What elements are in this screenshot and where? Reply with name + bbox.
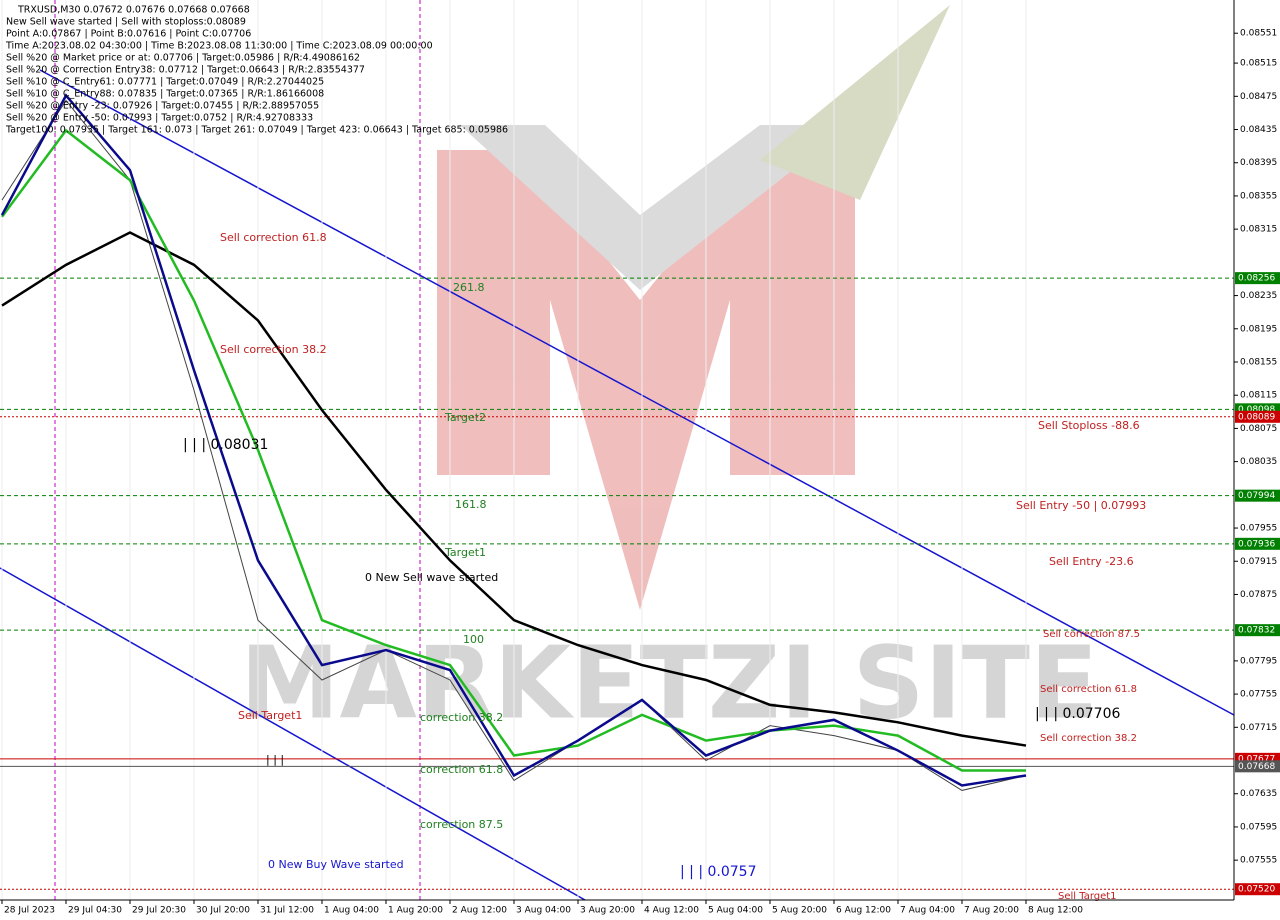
x-tick-label: 28 Jul 2023 xyxy=(4,906,55,916)
annotation: Sell Entry -50 | 0.07993 xyxy=(1016,499,1146,512)
x-tick-label: 2 Aug 12:00 xyxy=(452,906,507,916)
y-tick-label: 0.08035 xyxy=(1240,457,1277,467)
x-tick-label: 1 Aug 20:00 xyxy=(388,906,443,916)
info-line: Sell %10 @ C_Entry61: 0.07771 | Target:0… xyxy=(6,77,324,88)
annotation: Sell correction 38.2 xyxy=(220,343,327,356)
y-tick-label: 0.08315 xyxy=(1240,225,1277,235)
info-panel: TRXUSD,M30 0.07672 0.07676 0.07668 0.076… xyxy=(5,5,508,136)
x-tick-label: 6 Aug 12:00 xyxy=(836,906,891,916)
y-tick-label: 0.08235 xyxy=(1240,291,1277,301)
annotation: Sell correction 61.8 xyxy=(220,231,327,244)
level-price-box xyxy=(1235,410,1280,423)
x-tick-label: 5 Aug 04:00 xyxy=(708,906,763,916)
y-tick-label: 0.07795 xyxy=(1240,656,1277,666)
y-tick-label: 0.07715 xyxy=(1240,723,1277,733)
channel-line xyxy=(39,69,1235,716)
level-price-label: 0.07994 xyxy=(1238,491,1275,501)
plot xyxy=(0,0,1234,900)
y-tick-label: 0.07755 xyxy=(1240,690,1277,700)
level-price-label: 0.08089 xyxy=(1238,412,1275,422)
level-price-box xyxy=(1235,537,1280,550)
x-tick-label: 30 Jul 20:00 xyxy=(196,906,250,916)
x-tick-label: 8 Aug 12:00 xyxy=(1028,906,1083,916)
level-price-label: 0.07668 xyxy=(1238,762,1275,772)
info-line: Time A:2023.08.02 04:30:00 | Time B:2023… xyxy=(5,41,433,52)
y-tick-label: 0.07595 xyxy=(1240,822,1277,832)
annotation: correction 61.8 xyxy=(420,763,503,776)
annotation: | | | 0.07706 xyxy=(1035,706,1120,722)
annotation: 261.8 xyxy=(453,281,485,294)
level-price-box xyxy=(1235,624,1280,637)
level-price-label: 0.07832 xyxy=(1238,626,1275,636)
annotation: | | | 0.0757 xyxy=(680,864,757,880)
x-tick-label: 4 Aug 12:00 xyxy=(644,906,699,916)
annotation: 0 New Buy Wave started xyxy=(268,858,404,871)
annotation: Target2 xyxy=(444,411,486,424)
info-line: Sell %20 @ Entry -23: 0.07926 | Target:0… xyxy=(6,101,319,112)
info-line: Point A:0.07867 | Point B:0.07616 | Poin… xyxy=(6,29,251,40)
x-tick-label: 3 Aug 20:00 xyxy=(580,906,635,916)
level-price-box xyxy=(1235,760,1280,773)
annotation: Sell Target1 xyxy=(1058,891,1117,902)
moving-average xyxy=(1,231,1027,747)
moving-average xyxy=(0,93,1027,787)
annotation: | | | 0.08031 xyxy=(183,437,268,453)
x-tick-label: 31 Jul 12:00 xyxy=(260,906,314,916)
y-tick-label: 0.07875 xyxy=(1240,590,1277,600)
annotation: Sell correction 61.8 xyxy=(1040,684,1137,695)
y-tick-label: 0.08395 xyxy=(1240,158,1277,168)
info-line: Target100: 0.07935 | Target 161: 0.073 |… xyxy=(5,125,508,136)
y-tick-label: 0.08155 xyxy=(1240,357,1277,367)
y-tick-label: 0.08515 xyxy=(1240,59,1277,69)
x-tick-label: 7 Aug 20:00 xyxy=(964,906,1019,916)
annotation: correction 38.2 xyxy=(420,711,503,724)
info-line: Sell %10 @ C_Entry88: 0.07835 | Target:0… xyxy=(6,89,324,100)
level-price-box xyxy=(1235,883,1280,896)
y-tick-label: 0.08075 xyxy=(1240,424,1277,434)
y-tick-label: 0.08115 xyxy=(1240,391,1277,401)
y-tick-label: 0.08355 xyxy=(1240,191,1277,201)
y-tick-label: 0.07635 xyxy=(1240,789,1277,799)
price-line xyxy=(1,99,1027,791)
annotation: 100 xyxy=(463,633,484,646)
channel-line xyxy=(0,567,586,901)
info-line: New Sell wave started | Sell with stoplo… xyxy=(6,17,246,28)
annotation: | | | xyxy=(266,753,284,766)
x-tick-label: 1 Aug 04:00 xyxy=(324,906,379,916)
y-tick-label: 0.08435 xyxy=(1240,125,1277,135)
annotation: Sell Target1 xyxy=(238,709,302,722)
info-line: Sell %20 @ Market price or at: 0.07706 |… xyxy=(6,53,360,64)
annotation: 0 New Sell wave started xyxy=(365,571,498,584)
annotation: Sell Entry -23.6 xyxy=(1049,555,1134,568)
annotation: correction 87.5 xyxy=(420,818,503,831)
annotation: Sell correction 38.2 xyxy=(1040,733,1137,744)
y-tick-label: 0.07915 xyxy=(1240,557,1277,567)
level-price-box xyxy=(1235,272,1280,285)
level-price-label: 0.07936 xyxy=(1238,539,1275,549)
x-tick-label: 5 Aug 20:00 xyxy=(772,906,827,916)
symbol-line: TRXUSD,M30 0.07672 0.07676 0.07668 0.076… xyxy=(17,5,250,16)
annotations: Sell correction 61.8 Sell correction 38.… xyxy=(183,231,1146,902)
x-tick-label: 29 Jul 04:30 xyxy=(68,906,122,916)
x-tick-label: 3 Aug 04:00 xyxy=(516,906,571,916)
y-tick-label: 0.08551 xyxy=(1240,29,1277,39)
info-line: Sell %20 @ Correction Entry38: 0.07712 |… xyxy=(6,65,365,76)
x-tick-label: 7 Aug 04:00 xyxy=(900,906,955,916)
level-price-label: 0.08098 xyxy=(1238,405,1275,415)
x-tick-label: 29 Jul 20:30 xyxy=(132,906,186,916)
y-tick-label: 0.07955 xyxy=(1240,524,1277,534)
annotation: 161.8 xyxy=(455,498,487,511)
annotation: Sell correction 87.5 xyxy=(1043,629,1140,640)
level-price-label: 0.07520 xyxy=(1238,885,1275,895)
level-price-label: 0.07677 xyxy=(1238,754,1275,764)
level-price-box xyxy=(1235,489,1280,502)
info-line: Sell %20 @ Entry -50: 0.07993 | Target:0… xyxy=(6,113,313,124)
annotation: Target1 xyxy=(444,546,486,559)
y-tick-label: 0.07555 xyxy=(1240,856,1277,866)
annotation: Sell Stoploss -88.6 xyxy=(1038,419,1140,432)
y-tick-label: 0.08475 xyxy=(1240,92,1277,102)
y-tick-label: 0.08195 xyxy=(1240,324,1277,334)
level-price-label: 0.08256 xyxy=(1238,274,1275,284)
